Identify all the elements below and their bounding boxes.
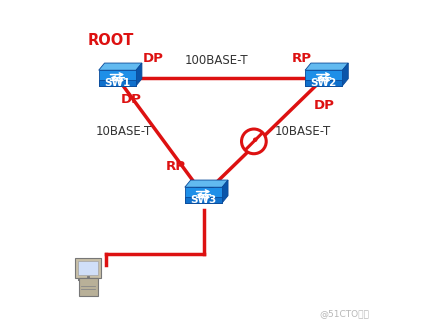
Text: @51CTO博客: @51CTO博客 [320, 309, 369, 318]
FancyBboxPatch shape [78, 278, 98, 296]
Text: SW1: SW1 [104, 78, 130, 88]
FancyBboxPatch shape [305, 80, 343, 86]
Text: ROOT: ROOT [88, 33, 134, 48]
Text: DP: DP [120, 93, 142, 106]
Polygon shape [185, 180, 228, 187]
FancyBboxPatch shape [99, 80, 136, 86]
FancyBboxPatch shape [185, 187, 222, 203]
FancyBboxPatch shape [185, 197, 222, 203]
FancyBboxPatch shape [99, 70, 136, 86]
Text: 10BASE-T: 10BASE-T [275, 125, 331, 138]
FancyBboxPatch shape [78, 261, 98, 275]
Text: RP: RP [292, 52, 312, 65]
Text: DP: DP [313, 99, 334, 112]
Polygon shape [99, 63, 142, 70]
Polygon shape [222, 180, 228, 203]
Circle shape [242, 129, 266, 154]
Polygon shape [343, 63, 348, 86]
Text: 100BASE-T: 100BASE-T [185, 54, 248, 67]
FancyBboxPatch shape [305, 70, 343, 86]
Polygon shape [305, 63, 348, 70]
Text: SW2: SW2 [310, 78, 337, 88]
FancyBboxPatch shape [75, 258, 101, 278]
Text: 10BASE-T: 10BASE-T [96, 125, 152, 138]
Text: SW3: SW3 [191, 195, 216, 205]
Text: RP: RP [166, 160, 186, 173]
Text: DP: DP [143, 52, 164, 65]
Circle shape [253, 137, 257, 142]
Polygon shape [136, 63, 142, 86]
